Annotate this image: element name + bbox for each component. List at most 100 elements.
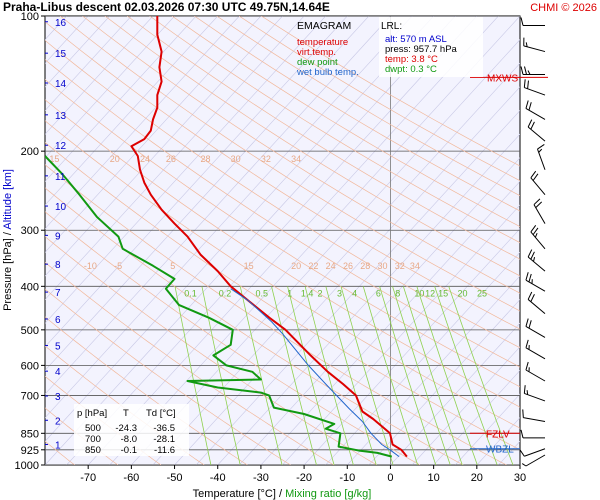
table-cell: -0.1: [121, 445, 137, 456]
background-grid-line: [411, 346, 520, 465]
background-grid-line: [45, 16, 175, 159]
marker-label-fzlv: FZLV: [486, 429, 510, 440]
adiabat-label: 24: [140, 154, 150, 164]
legend-item-wet-bulb: wet bulb temp.: [296, 67, 359, 78]
dry-adiabat: [149, 16, 520, 244]
wind-barb-staff: [533, 204, 546, 224]
wind-barb: [527, 249, 546, 272]
wind-barb-flag: [535, 201, 543, 208]
wind-barb-flag: [527, 80, 529, 89]
chart-title: Praha-Libus descent 02.03.2026 07:30 UTC…: [3, 0, 330, 14]
adiabat-label: 22: [308, 261, 318, 271]
wind-barb-flag: [528, 320, 532, 329]
background-grid-line: [45, 16, 240, 230]
dry-adiabat: [45, 288, 291, 465]
dry-adiabat: [82, 16, 520, 294]
mixing-ratio-line: [304, 286, 354, 465]
adiabat-label: 30: [231, 154, 241, 164]
dry-adiabat: [45, 211, 421, 465]
wind-barb: [525, 361, 546, 382]
altitude-tick-label: 3: [55, 392, 61, 403]
altitude-tick-label: 5: [55, 342, 61, 353]
background-grid-line: [45, 16, 434, 442]
mixing-ratio-label: 4: [352, 289, 357, 299]
wind-barb: [520, 17, 545, 27]
wind-barb-flag: [525, 100, 529, 109]
x-tick-label: 30: [514, 472, 526, 484]
adiabat-label: 20: [291, 261, 301, 271]
y-tick-label: 200: [21, 146, 39, 158]
dry-adiabat: [104, 16, 520, 277]
mixing-ratio-line: [448, 286, 514, 465]
lrl-pressure: press: 957.7 hPa: [385, 44, 458, 55]
wind-barb-staff: [527, 126, 546, 142]
x-tick-label: -40: [210, 472, 226, 484]
altitude-tick-label: 10: [55, 202, 67, 213]
mixing-ratio-label: 25: [477, 289, 487, 299]
adiabat-label: 32: [261, 154, 271, 164]
wind-barb-flag: [530, 121, 535, 130]
wind-barb-flag: [523, 385, 526, 394]
mixing-ratio-line: [379, 286, 437, 465]
wind-barb-flag: [533, 257, 536, 262]
mixing-ratio-line: [239, 286, 283, 465]
adiabat-label: -10: [84, 261, 97, 271]
mixing-ratio-line: [271, 286, 317, 465]
altitude-tick-label: 14: [55, 79, 67, 90]
mixing-ratio-line: [362, 286, 419, 465]
wind-barb: [537, 144, 546, 170]
dry-adiabat: [45, 40, 520, 349]
lrl-title: LRL:: [381, 21, 402, 32]
wind-barb-flag: [533, 198, 541, 205]
legend-item-temperature: temperature: [297, 37, 348, 48]
x-axis-label: Temperature [°C]: [193, 488, 276, 500]
wind-barb-staff: [524, 392, 546, 402]
table-header-td: Td [°C]: [146, 408, 176, 419]
y-axis-label-secondary: Altitude [km]: [2, 169, 14, 230]
wind-barb: [520, 66, 545, 76]
wind-barb: [530, 170, 546, 195]
adiabat-label: 28: [360, 261, 370, 271]
mixing-ratio-label: 0.1: [184, 289, 197, 299]
y-tick-label: 400: [21, 281, 39, 293]
altitude-tick-label: 7: [55, 288, 61, 299]
background-grid-line: [390, 322, 520, 465]
altitude-tick-label: 15: [55, 49, 67, 60]
wind-barb: [527, 119, 546, 142]
wind-barb: [523, 79, 546, 96]
lrl-box: LRL: alt: 570 m ASL press: 957.7 hPa tem…: [379, 17, 483, 77]
dry-adiabat: [45, 316, 248, 465]
wind-barb: [525, 100, 546, 120]
background-grid-line: [45, 16, 370, 371]
legend-title: EMAGRAM: [297, 20, 351, 32]
wind-barb-flag: [530, 224, 537, 233]
wind-barb-staff: [527, 299, 546, 314]
background-grid-line: [87, 16, 499, 465]
altitude-tick-label: 4: [55, 367, 61, 378]
wind-barb-flag: [521, 463, 527, 467]
background-grid-line: [45, 16, 283, 277]
y-tick-label: 100: [21, 11, 39, 23]
wind-barb-flag: [538, 148, 543, 153]
altitude-tick-label: 16: [55, 18, 67, 29]
mixing-ratio-label: 3: [337, 289, 342, 299]
dry-adiabat: [45, 120, 520, 429]
copyright: CHMI © 2026: [530, 2, 597, 14]
mixing-ratio-label: 1.4: [301, 289, 314, 299]
background-grid-line: [45, 16, 305, 301]
adiabat-label: -5: [114, 261, 122, 271]
background-grid-line: [45, 16, 262, 253]
table-cell: -36.5: [153, 423, 175, 434]
background-grid-line: [45, 16, 154, 135]
background-grid-line: [239, 157, 520, 465]
wind-barb-staff: [525, 454, 546, 467]
x-tick-label: 0: [387, 472, 393, 484]
wind-barb-staff: [525, 326, 546, 338]
marker-label-wbzl: WBZL: [486, 445, 514, 456]
x-tick-label: -30: [253, 472, 269, 484]
wind-barb: [520, 429, 545, 439]
table-cell: -24.3: [115, 423, 137, 434]
y-tick-label: 1000: [15, 460, 39, 472]
background-grid-line: [563, 16, 600, 465]
